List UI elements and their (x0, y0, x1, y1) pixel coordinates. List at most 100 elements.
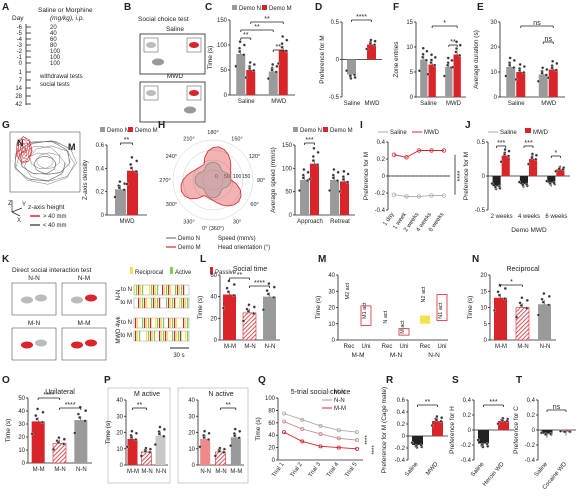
bar (242, 312, 257, 341)
data-point (335, 179, 340, 183)
data-point (203, 429, 207, 433)
y-tick-label: 0 (494, 95, 498, 101)
data-point (450, 58, 454, 62)
dsi-event (148, 318, 150, 328)
dsi-legend-swatch (170, 267, 173, 274)
y-tick-label: 0 (101, 213, 105, 219)
data-point (162, 434, 166, 438)
group-label: M-M (352, 352, 365, 359)
data-point (454, 50, 458, 54)
x-tick-label: Saline (420, 101, 437, 107)
data-point (544, 432, 548, 436)
y-tick-label: 10 (188, 447, 195, 453)
sig-c4: ** (264, 16, 270, 23)
data-point (248, 66, 252, 71)
data-point (421, 55, 425, 59)
dsi-row-label: to N (121, 287, 132, 293)
data-point (35, 417, 39, 421)
mouse-icon (146, 90, 156, 96)
dsi-row-label: to N (121, 320, 132, 326)
sig-n1: * (510, 279, 513, 286)
data-point (139, 454, 143, 458)
legend-g-m-swatch (128, 127, 133, 132)
dsi-event (187, 298, 189, 308)
timeline-dose: 80 (50, 43, 57, 49)
data-point (525, 306, 529, 310)
y-tick-label: 0 (272, 458, 276, 464)
bar-yellow (420, 315, 430, 324)
data-point (252, 311, 256, 316)
timeline-dose: 40 (50, 31, 57, 37)
x-tick-label: MWD (425, 461, 440, 477)
y-tick-label: 0.2 (527, 413, 536, 419)
data-point (430, 423, 434, 428)
bar (478, 430, 489, 444)
polar-angle-label: 150° (231, 136, 242, 142)
polar-angle-label: 60° (250, 202, 258, 208)
sig-p2: ** (225, 402, 231, 409)
data-point (424, 58, 428, 62)
dsi-event (168, 285, 170, 295)
timeline-day: -6 (17, 25, 23, 31)
data-point (536, 79, 540, 83)
dsi-event (161, 318, 163, 328)
y-axis-label: Time (s) (5, 419, 12, 443)
sig-d1: **** (356, 14, 367, 21)
dsi-event (139, 331, 141, 341)
data-point (342, 169, 346, 173)
panel-letter-c: C (205, 2, 212, 13)
bar (453, 54, 461, 97)
data-point (198, 445, 202, 449)
data-point (421, 46, 425, 50)
polar-angle-label: 180° (207, 130, 218, 136)
data-point (308, 177, 312, 181)
data-point (56, 440, 60, 444)
panel-letter-p: P (104, 375, 111, 386)
bar (127, 170, 138, 215)
panel-letter-t: T (516, 375, 522, 386)
data-point (265, 289, 269, 293)
legend-j-saline: Saline (500, 130, 517, 136)
data-point (226, 290, 230, 294)
data-point (225, 286, 229, 290)
x-tick-label: 6 weeks (545, 214, 567, 220)
data-point (521, 183, 525, 187)
y-axis-label: Time (s) (197, 296, 204, 320)
polar-ring (202, 169, 224, 191)
x-tick-label: Trial 5 (344, 461, 359, 478)
data-point (311, 159, 315, 163)
data-point (129, 166, 133, 170)
x-tick-label: M-N (517, 344, 528, 350)
dsi-event (167, 331, 169, 341)
y-tick-label: 0 (482, 174, 486, 180)
dsi-legend-label: Active (175, 270, 192, 276)
data-point (76, 412, 80, 416)
data-point (202, 435, 206, 439)
chart-title: Unilateral (45, 389, 75, 396)
polar-demo-n (194, 161, 232, 199)
data-point (261, 308, 266, 312)
dsi-event (163, 318, 165, 328)
y-tick-label: 0 (289, 213, 293, 219)
arena-cup-left (143, 85, 159, 101)
y-tick-label: 0 (410, 95, 414, 101)
x-tick-label: N-N (76, 467, 87, 473)
y-tick-label: -0.5 (329, 95, 340, 101)
dsi-event (183, 298, 185, 308)
y-tick-label: 0 (120, 463, 124, 469)
data-point (117, 186, 121, 190)
data-point (135, 159, 139, 163)
y-tick-label: 0.4 (397, 410, 406, 416)
x-tick-label: 2 weeks (491, 214, 513, 220)
bar (155, 435, 166, 465)
data-point (266, 292, 270, 296)
y-tick-label: 0 (532, 428, 536, 434)
legend-demo-m-swatch (262, 5, 267, 10)
legend-demo-n: Demo N (239, 6, 261, 12)
dsi-event (140, 298, 142, 308)
y-tick-label: 150 (282, 143, 293, 149)
dsi-event (176, 331, 178, 341)
polar-angle-label: 120° (249, 154, 260, 160)
data-point (425, 49, 429, 53)
sig-e2: ns (533, 20, 541, 27)
